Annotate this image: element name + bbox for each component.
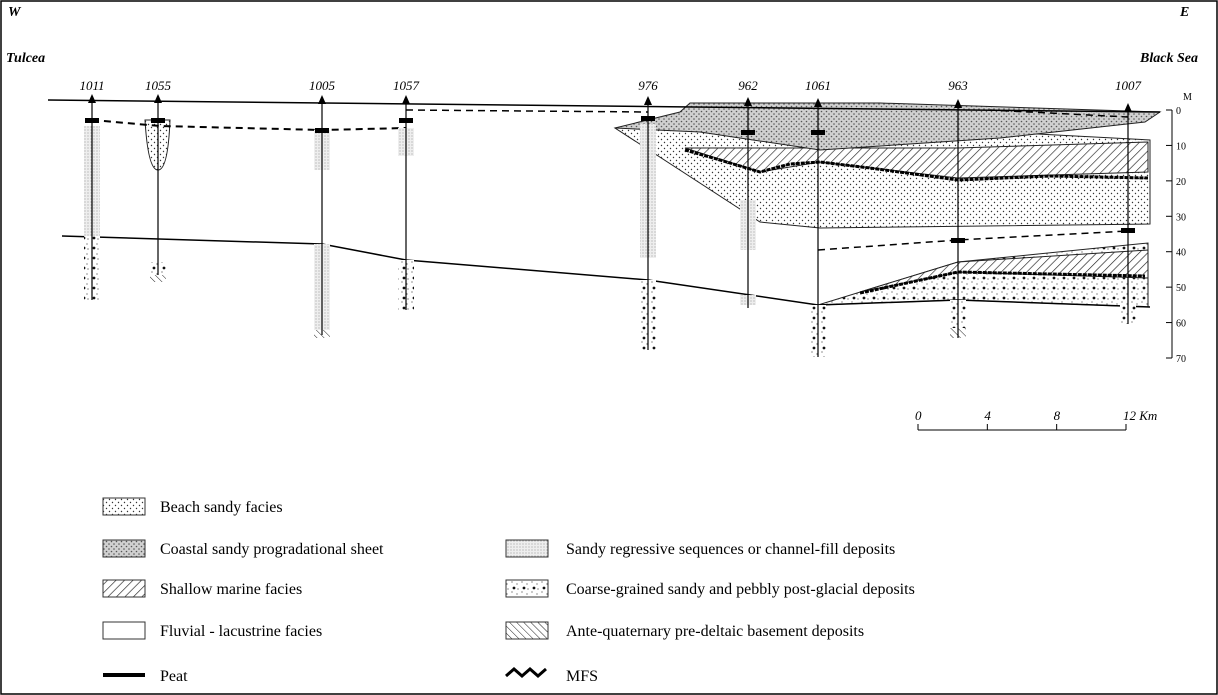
legend-label: Fluvial - lacustrine facies [160, 623, 322, 640]
depth-tick-label: 30 [1176, 212, 1186, 223]
legend-label: Coarse-grained sandy and pebbly post-gla… [566, 581, 915, 598]
peat [85, 118, 99, 123]
depth-tick-label: 60 [1176, 319, 1186, 330]
depth-tick-label: 10 [1176, 141, 1186, 152]
legend-swatch [103, 622, 145, 639]
legend-label: Shallow marine facies [160, 581, 302, 598]
legend-swatch [506, 540, 548, 557]
west-label: W [8, 5, 22, 20]
east-label: E [1179, 5, 1189, 20]
depth-tick-label: 40 [1176, 248, 1186, 259]
peat [151, 118, 165, 123]
peat [811, 130, 825, 135]
legend-label: Ante-quaternary pre-deltaic basement dep… [566, 623, 864, 640]
borehole-label: 962 [738, 78, 758, 93]
legend-swatch [103, 580, 145, 597]
borehole-label: 963 [948, 78, 968, 93]
borehole-label: 1055 [145, 78, 172, 93]
legend-label: MFS [566, 668, 598, 685]
depth-unit: M [1183, 92, 1192, 103]
east-place: Black Sea [1139, 51, 1198, 66]
legend-swatch [506, 622, 548, 639]
scale-label: 0 [915, 408, 922, 423]
legend-label: Sandy regressive sequences or channel-fi… [566, 541, 895, 558]
legend-label: Peat [160, 668, 188, 685]
borehole-column [150, 275, 166, 282]
borehole-label: 976 [638, 78, 658, 93]
legend-label: Beach sandy facies [160, 499, 283, 516]
borehole-label: 1007 [1115, 78, 1142, 93]
legend-swatch [103, 498, 145, 515]
peat [741, 130, 755, 135]
borehole-label: 1061 [805, 78, 831, 93]
depth-tick-label: 50 [1176, 283, 1186, 294]
legend-swatch [506, 580, 548, 597]
legend-swatch [103, 540, 145, 557]
borehole-label: 1011 [79, 78, 104, 93]
scale-label: 8 [1054, 408, 1061, 423]
borehole-label: 1057 [393, 78, 420, 93]
borehole-label: 1005 [309, 78, 336, 93]
depth-tick-label: 0 [1176, 106, 1181, 117]
peat [641, 116, 655, 121]
peat [399, 118, 413, 123]
peat [951, 238, 965, 243]
scale-label: 4 [984, 408, 991, 423]
scale-label: 12 Km [1123, 408, 1157, 423]
west-place: Tulcea [6, 51, 45, 66]
legend-label: Coastal sandy progradational sheet [160, 541, 384, 558]
cross-section-figure: W E Tulcea Black Sea 1011 1055 1005 1057 976… [0, 0, 1218, 695]
depth-tick-label: 70 [1176, 354, 1186, 365]
peat [1121, 228, 1135, 233]
depth-tick-label: 20 [1176, 177, 1186, 188]
peat [315, 128, 329, 133]
